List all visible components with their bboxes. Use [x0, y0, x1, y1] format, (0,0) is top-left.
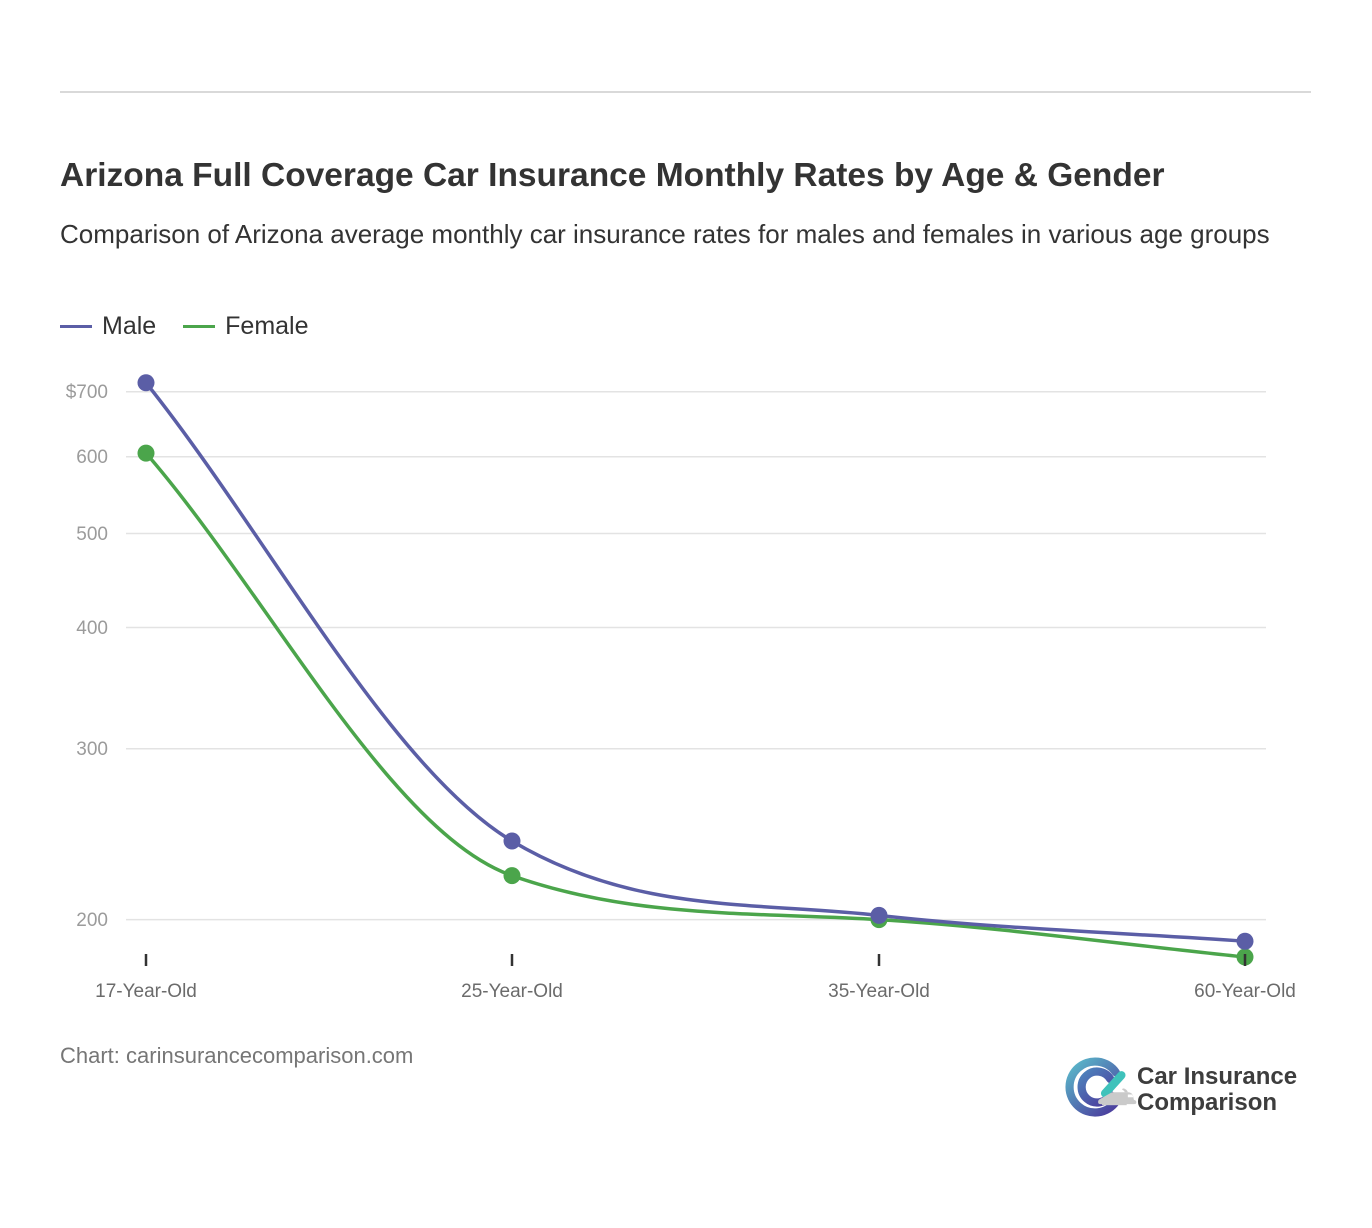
svg-text:25-Year-Old: 25-Year-Old [461, 981, 563, 1002]
svg-text:60-Year-Old: 60-Year-Old [1194, 981, 1296, 1002]
svg-text:17-Year-Old: 17-Year-Old [95, 981, 197, 1002]
svg-text:400: 400 [76, 618, 108, 639]
svg-text:500: 500 [76, 524, 108, 545]
svg-text:Comparison: Comparison [1137, 1089, 1277, 1116]
svg-text:35-Year-Old: 35-Year-Old [828, 981, 930, 1002]
svg-text:200: 200 [76, 910, 108, 931]
svg-text:300: 300 [76, 739, 108, 760]
svg-text:Car Insurance: Car Insurance [1137, 1063, 1297, 1090]
svg-text:$700: $700 [66, 382, 108, 403]
svg-text:600: 600 [76, 447, 108, 468]
